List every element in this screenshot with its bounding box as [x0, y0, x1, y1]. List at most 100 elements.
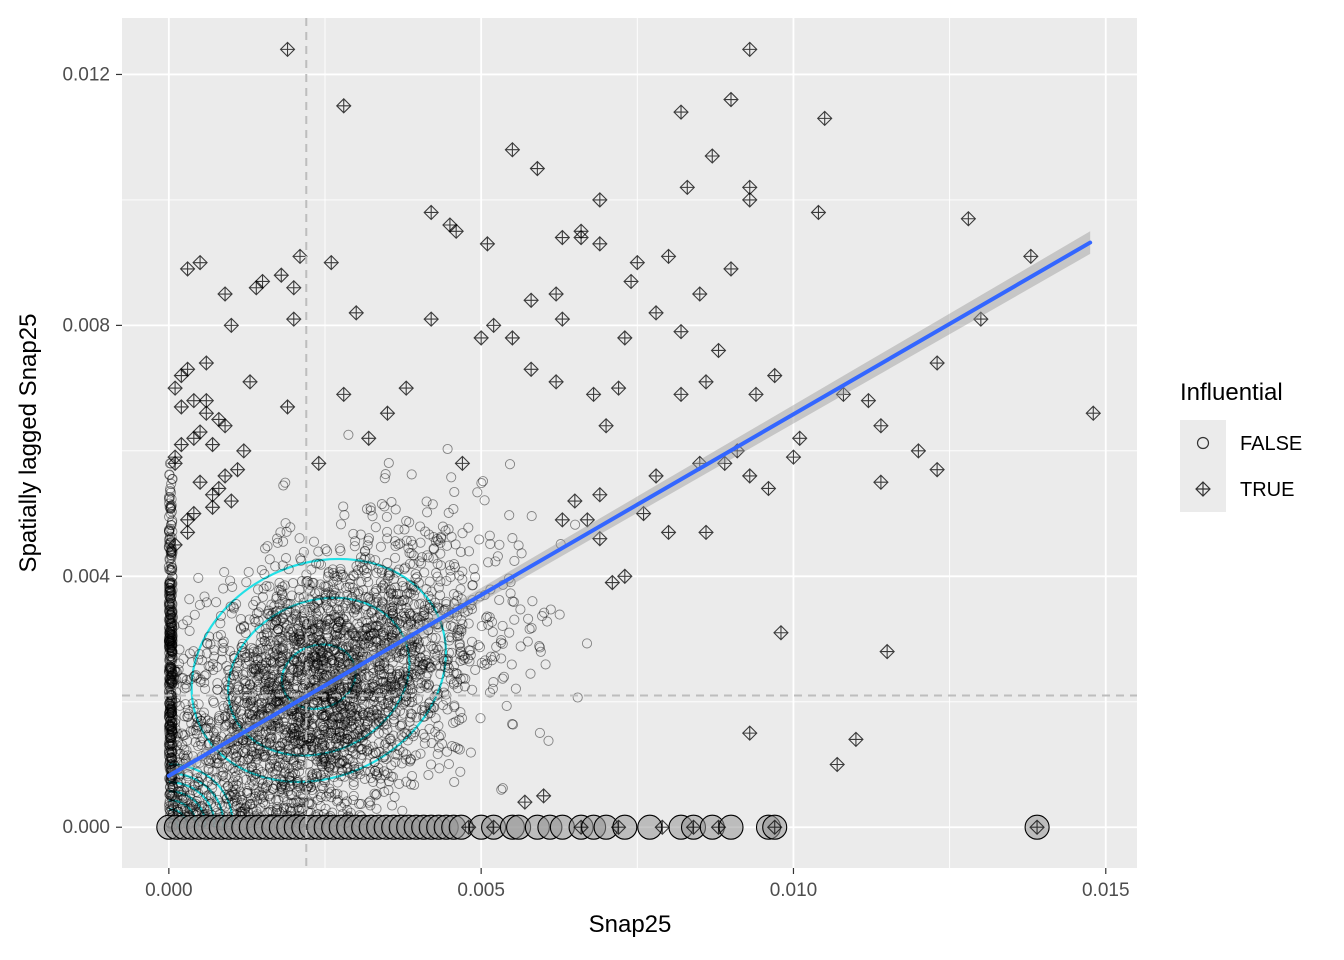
point-false — [370, 790, 381, 801]
point-false — [361, 567, 372, 579]
point-false — [250, 653, 261, 664]
point-false — [381, 754, 392, 765]
point-false — [462, 605, 473, 616]
point-false — [335, 628, 346, 639]
point-false — [323, 614, 334, 625]
point-false — [348, 709, 359, 720]
point-false — [362, 617, 373, 628]
point-false — [477, 476, 489, 487]
point-false — [509, 555, 520, 566]
point-false — [366, 608, 377, 619]
point-false — [291, 674, 302, 685]
point-false — [304, 735, 315, 747]
point-false — [221, 660, 232, 672]
point-false — [267, 766, 278, 777]
point-false — [316, 703, 327, 714]
point-false — [280, 518, 291, 529]
point-false — [295, 665, 307, 676]
point-false — [355, 723, 366, 734]
point-false — [324, 642, 335, 654]
point-false — [382, 742, 393, 753]
point-false — [334, 679, 345, 690]
point-false — [442, 443, 453, 455]
point-false — [429, 691, 440, 702]
point-false — [370, 522, 381, 533]
point-false — [219, 721, 230, 732]
point-false — [236, 797, 247, 808]
point-false — [370, 747, 381, 758]
point-false — [376, 564, 387, 575]
point-false — [330, 638, 341, 649]
point-false — [318, 721, 329, 732]
point-false — [365, 766, 376, 777]
point-false — [264, 719, 275, 730]
point-false — [275, 585, 286, 596]
point-false — [365, 505, 376, 516]
point-false — [203, 729, 214, 740]
point-false — [431, 684, 442, 695]
point-false — [333, 719, 344, 730]
point-false — [277, 674, 288, 686]
point-false — [474, 642, 486, 653]
point-false — [284, 803, 295, 814]
point-false — [272, 714, 283, 725]
point-false — [338, 747, 349, 758]
point-false — [326, 713, 337, 724]
point-false — [374, 622, 385, 633]
point-false — [250, 664, 261, 675]
point-false — [408, 724, 419, 735]
point-false — [382, 614, 393, 625]
point-false — [299, 608, 310, 619]
point-false — [348, 570, 360, 582]
point-false — [379, 631, 390, 642]
point-false — [263, 677, 274, 689]
point-false — [311, 771, 323, 782]
point-false — [414, 669, 426, 680]
point-false — [260, 799, 271, 810]
point-false — [407, 687, 418, 698]
point-false — [329, 609, 340, 620]
point-false — [274, 584, 285, 595]
point-false — [240, 763, 251, 774]
point-false — [441, 540, 453, 551]
point-false — [334, 616, 345, 628]
point-false — [435, 730, 446, 741]
point-false — [203, 738, 214, 749]
point-false — [247, 709, 258, 720]
point-false — [341, 618, 352, 629]
point-false — [412, 693, 423, 704]
point-false — [316, 725, 327, 736]
point-false — [376, 640, 387, 651]
point-false — [280, 766, 291, 777]
point-false — [182, 750, 193, 761]
point-false — [379, 637, 390, 649]
point-false — [247, 667, 258, 678]
point-false — [321, 700, 332, 711]
point-false — [332, 750, 344, 761]
point-false — [196, 710, 207, 721]
point-false — [231, 703, 242, 715]
point-false — [246, 761, 257, 772]
point-false — [260, 678, 271, 689]
point-false — [446, 741, 458, 752]
point-false — [265, 639, 276, 650]
point-false — [294, 629, 305, 640]
point-false — [309, 694, 320, 705]
point-false — [276, 672, 287, 683]
point-false — [332, 622, 343, 633]
point-false — [282, 727, 293, 738]
point-false — [277, 594, 288, 605]
point-false — [205, 773, 216, 784]
point-false — [386, 735, 397, 746]
point-false — [297, 653, 308, 664]
point-false — [222, 680, 233, 691]
point-false — [323, 651, 334, 663]
point-false — [349, 729, 360, 740]
point-false — [176, 786, 187, 797]
point-false — [394, 778, 405, 789]
point-false — [378, 580, 389, 591]
point-false — [391, 594, 402, 605]
point-false — [329, 657, 340, 668]
point-false — [294, 759, 305, 770]
point-false — [306, 751, 317, 762]
